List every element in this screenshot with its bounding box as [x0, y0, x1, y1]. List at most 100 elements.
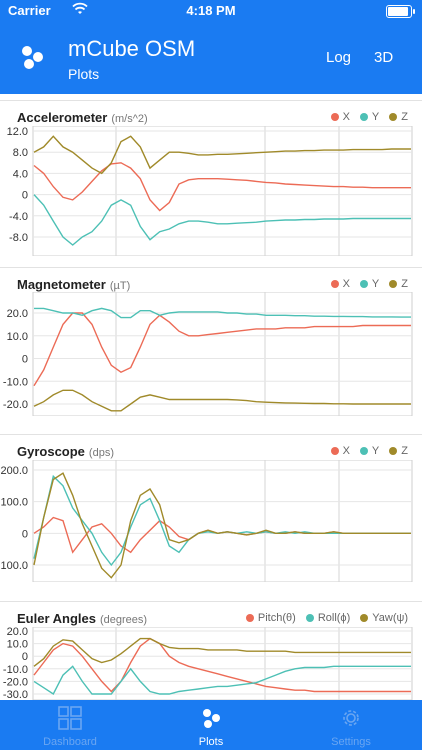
chart-plot-area[interactable]: 20.010.00-10.0-20.0-30.0	[0, 627, 422, 700]
legend-label: Yaw(ψ)	[372, 612, 408, 624]
series-line-z	[33, 135, 411, 175]
legend-dot	[359, 113, 368, 121]
legend-item: X	[330, 445, 350, 457]
three-dots-plots-icon	[203, 709, 220, 728]
wifi-icon	[72, 2, 88, 14]
y-tick-label: 20.0	[7, 627, 28, 638]
series-line-z	[33, 389, 411, 412]
chart-legend: X Y Z	[321, 445, 408, 457]
series-line-roll	[33, 665, 411, 696]
page-subtitle: Plots	[68, 66, 100, 82]
chart-unit: (µT)	[109, 280, 131, 292]
tab-settings[interactable]: Settings	[281, 700, 421, 750]
legend-dot	[389, 280, 398, 288]
y-tick-label: 0	[22, 354, 28, 366]
y-tick-label: 12.0	[7, 126, 28, 138]
series-line-z	[33, 472, 411, 579]
y-tick-label: 200.0	[0, 465, 28, 477]
chart-title: Gyroscope (dps)	[17, 444, 114, 459]
plot-frame	[32, 126, 413, 256]
legend-item: Z	[389, 278, 408, 290]
chart-separator	[0, 434, 422, 435]
legend-label: Y	[371, 445, 380, 457]
series-line-y	[33, 194, 411, 246]
status-time: 4:18 PM	[186, 3, 236, 18]
y-tick-label: 4.0	[13, 168, 28, 180]
y-tick-label: -30.0	[3, 689, 28, 700]
legend-label: Y	[371, 111, 380, 123]
tab-settings-label: Settings	[331, 736, 371, 748]
legend-item: Pitch(θ)	[245, 612, 296, 624]
y-tick-label: 0	[22, 651, 28, 663]
legend-dot	[359, 447, 368, 455]
legend-item: Z	[389, 111, 408, 123]
series-line-x	[33, 162, 411, 212]
chart-title-text: Euler Angles	[17, 611, 96, 626]
y-tick-label: 10.0	[7, 639, 28, 651]
chart-separator	[0, 267, 422, 268]
chart-unit: (dps)	[88, 447, 114, 459]
legend-dot	[305, 614, 314, 622]
y-tick-label: 0	[22, 190, 28, 202]
chart-title-text: Magnetometer	[17, 277, 106, 292]
series-line-pitch	[33, 637, 411, 693]
series-line-x	[33, 312, 411, 387]
battery-icon	[386, 5, 415, 18]
legend-label: Z	[401, 445, 408, 457]
y-tick-label: 10.0	[7, 331, 28, 343]
chart-unit: (degrees)	[99, 614, 148, 626]
chart-plot-area[interactable]: 12.0 8.0 4.0 0 -4.0 -8.0	[0, 126, 422, 256]
legend-dot	[359, 280, 368, 288]
legend-dot	[389, 113, 398, 121]
plot-frame	[32, 460, 413, 582]
3d-button[interactable]: 3D	[374, 49, 394, 66]
legend-dot	[330, 113, 339, 121]
log-button[interactable]: Log	[326, 49, 352, 66]
y-tick-label: -100.0	[0, 560, 28, 572]
chart-title-text: Accelerometer	[17, 110, 108, 125]
legend-item: X	[330, 278, 350, 290]
tab-plots-label: Plots	[198, 736, 224, 748]
y-tick-label: -4.0	[9, 211, 28, 223]
legend-item: Z	[389, 445, 408, 457]
legend-item: Roll(ϕ)	[305, 612, 351, 624]
chart-title-text: Gyroscope	[17, 444, 85, 459]
plot-frame	[32, 292, 413, 416]
legend-label: Roll(ϕ)	[317, 612, 351, 624]
chart-separator	[0, 100, 422, 101]
series-line-y	[33, 474, 411, 567]
y-tick-label: 8.0	[13, 147, 28, 159]
chart-plot-area[interactable]: 200.0 100.0 0 -100.0	[0, 460, 422, 582]
chart-unit: (m/s^2)	[111, 113, 148, 125]
legend-dot	[360, 614, 369, 622]
tab-dashboard-label: Dashboard	[43, 736, 97, 748]
legend-label: X	[342, 111, 350, 123]
legend-dot	[389, 447, 398, 455]
chart-title: Magnetometer (µT)	[17, 277, 130, 292]
legend-label: Z	[401, 111, 408, 123]
dashboard-grid-icon	[58, 706, 82, 730]
chart-plot-area[interactable]: 20.0 10.0 0 -10.0 -20.0	[0, 292, 422, 416]
legend-item: Y	[359, 278, 380, 290]
legend-item: Y	[359, 445, 380, 457]
plot-frame	[32, 627, 413, 700]
tab-dashboard[interactable]: Dashboard	[0, 700, 140, 750]
legend-dot	[330, 447, 339, 455]
legend-item: Y	[359, 111, 380, 123]
legend-label: X	[342, 278, 350, 290]
series-line-x	[33, 516, 411, 554]
chart-legend: X Y Z	[321, 111, 408, 123]
legend-label: Y	[371, 278, 380, 290]
nav-header: mCube OSM Plots Log 3D	[0, 22, 422, 94]
tab-plots[interactable]: Plots	[141, 700, 281, 750]
y-tick-label: 0	[22, 528, 28, 540]
series-line-y	[34, 307, 411, 319]
legend-label: Pitch(θ)	[257, 612, 296, 624]
legend-dot	[330, 280, 339, 288]
chart-legend: Pitch(θ) Roll(ϕ) Yaw(ψ)	[236, 612, 408, 624]
y-tick-label: -10.0	[3, 376, 28, 388]
legend-label: Z	[401, 278, 408, 290]
legend-item: X	[330, 111, 350, 123]
legend-item: Yaw(ψ)	[360, 612, 408, 624]
y-tick-label: -10.0	[3, 664, 28, 676]
